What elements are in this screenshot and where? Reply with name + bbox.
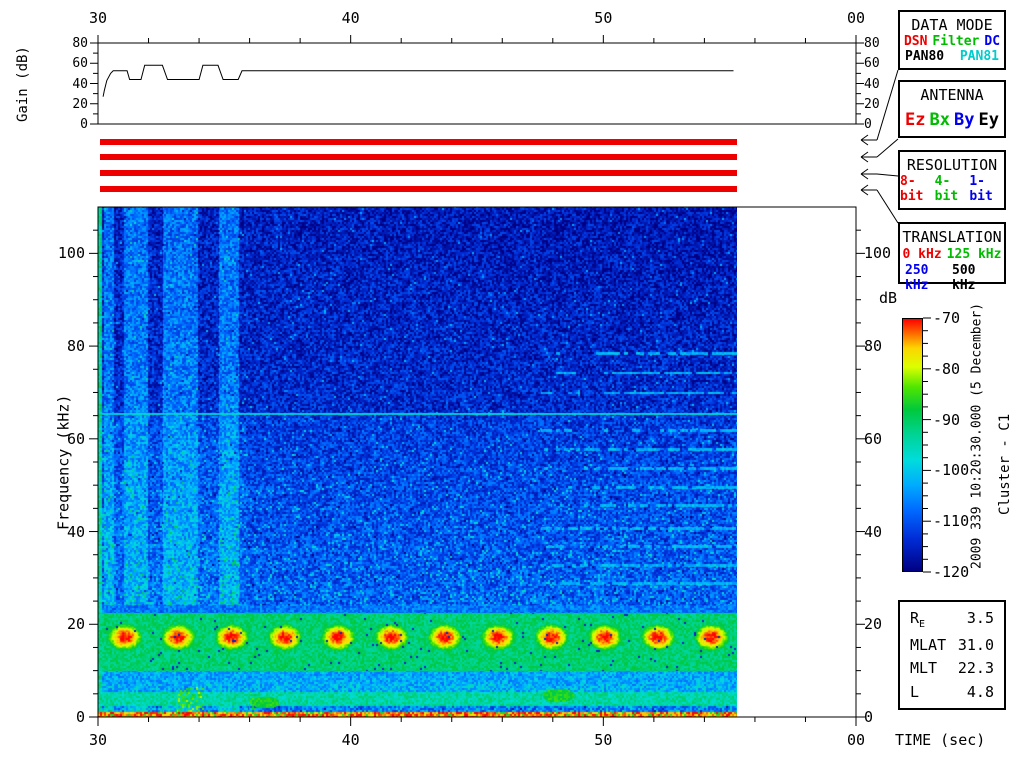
tick-label: 00 — [846, 9, 866, 27]
legend-item-dsn: DSN — [903, 34, 928, 49]
frequency-axis-label: Frequency (kHz) — [54, 394, 73, 530]
status-bar-data-mode — [100, 139, 737, 145]
antenna-legend-box: ANTENNA Ez Bx By Ey — [898, 80, 1006, 138]
tick-label: 60 — [66, 429, 85, 448]
info-row-mlat: MLAT 31.0 — [900, 636, 1004, 654]
info-label-mlt: MLT — [910, 659, 938, 678]
antenna-row: Ez Bx By Ey — [900, 110, 1004, 136]
translation-legend-box: TRANSLATION 0 kHz 125 kHz 250 kHz 500 kH… — [898, 222, 1006, 293]
tick-label: 20 — [72, 96, 88, 112]
tick-label: 0 — [75, 708, 85, 726]
tick-label: -90 — [933, 410, 961, 429]
status-bar-antenna — [100, 154, 737, 160]
legend-item-pan81: PAN81 — [959, 49, 999, 64]
translation-row-2: 250 kHz 500 kHz — [900, 262, 1004, 293]
tick-label: 80 — [66, 337, 85, 356]
tick-label: 80 — [864, 337, 883, 356]
tick-label: 40 — [66, 522, 85, 541]
status-bar-translation — [100, 186, 737, 192]
tick-label: 40 — [341, 731, 360, 749]
legend-item-8bit: 8-bit — [900, 174, 924, 204]
resolution-row: 8-bit 4-bit 1-bit — [900, 174, 1004, 210]
orbit-info-panel: RE 3.5 MLAT 31.0 MLT 22.3 L 4.8 — [898, 600, 1006, 710]
tick-label: 0 — [80, 117, 88, 132]
legend-item-0khz: 0 kHz — [902, 247, 942, 262]
antenna-title: ANTENNA — [920, 86, 984, 104]
info-label-re: RE — [910, 608, 926, 630]
spectrogram-image — [98, 207, 737, 717]
tick-label: 100 — [864, 244, 892, 263]
tick-label: 80 — [864, 36, 880, 51]
tick-label: 20 — [864, 96, 880, 112]
tick-label: 30 — [88, 9, 108, 27]
resolution-legend-box: RESOLUTION 8-bit 4-bit 1-bit — [898, 150, 1006, 210]
tick-label: -70 — [933, 309, 961, 327]
legend-item-by: By — [954, 110, 975, 130]
info-label-l: L — [910, 683, 920, 702]
legend-item-125khz: 125 kHz — [946, 247, 1002, 262]
tick-label: 20 — [66, 615, 85, 634]
tick-label: 00 — [846, 731, 866, 749]
legend-item-pan80: PAN80 — [905, 49, 945, 64]
tick-label: 80 — [72, 36, 88, 51]
tick-label: 60 — [864, 56, 880, 72]
info-value-re: 3.5 — [966, 608, 994, 627]
time-axis-label: TIME (sec) — [895, 731, 986, 749]
tick-label: 100 — [57, 244, 85, 263]
info-value-l: 4.8 — [966, 683, 994, 702]
tick-label: -110 — [933, 512, 970, 531]
status-bar-resolution — [100, 170, 737, 176]
legend-item-250khz: 250 kHz — [905, 263, 929, 293]
gain-axis-label: Gain (dB) — [15, 46, 31, 122]
tick-label: 30 — [88, 731, 108, 749]
data-mode-row-1: DSN Filter DC — [900, 34, 1004, 49]
translation-row-1: 0 kHz 125 kHz — [900, 246, 1004, 262]
info-row-mlt: MLT 22.3 — [900, 659, 1004, 677]
info-label-mlat: MLAT — [910, 635, 947, 654]
legend-item-filter: Filter — [932, 34, 980, 49]
tick-label: -120 — [933, 563, 970, 581]
spacecraft-label: Cluster - C1 — [997, 413, 1013, 515]
tick-label: 50 — [594, 731, 613, 749]
data-mode-row-2: PAN80 PAN81 — [900, 49, 1004, 64]
tick-label: 40 — [864, 522, 883, 541]
legend-item-500khz: 500 kHz — [952, 263, 976, 293]
colorbar — [902, 318, 923, 572]
info-row-re: RE 3.5 — [900, 609, 1004, 630]
legend-item-ey: Ey — [978, 110, 999, 130]
legend-item-dc: DC — [984, 34, 1001, 49]
tick-label: 20 — [864, 615, 883, 634]
info-row-l: L 4.8 — [900, 683, 1004, 701]
tick-label: 50 — [594, 9, 613, 27]
tick-label: 60 — [72, 56, 88, 72]
tick-label: 40 — [72, 76, 88, 92]
info-value-mlat: 31.0 — [957, 635, 994, 654]
legend-item-bx: Bx — [929, 110, 950, 130]
tick-label: 0 — [864, 708, 874, 726]
legend-item-ez: Ez — [905, 110, 926, 130]
data-mode-title: DATA MODE — [911, 16, 993, 34]
info-value-mlt: 22.3 — [957, 659, 994, 678]
tick-label: 40 — [341, 9, 360, 27]
translation-title: TRANSLATION — [902, 228, 1002, 246]
tick-label: 0 — [864, 117, 872, 132]
tick-label: -100 — [933, 461, 970, 480]
tick-label: 40 — [864, 76, 880, 92]
colorbar-title: dB — [879, 289, 898, 307]
resolution-title: RESOLUTION — [906, 156, 998, 174]
tick-label: -80 — [933, 359, 961, 378]
legend-item-4bit: 4-bit — [934, 174, 959, 204]
timestamp-label: 2009 339 10:20:30.000 (5 December) — [969, 302, 985, 570]
legend-item-1bit: 1-bit — [969, 174, 993, 204]
tick-label: 60 — [864, 429, 883, 448]
data-mode-legend-box: DATA MODE DSN Filter DC PAN80 PAN81 — [898, 10, 1006, 70]
